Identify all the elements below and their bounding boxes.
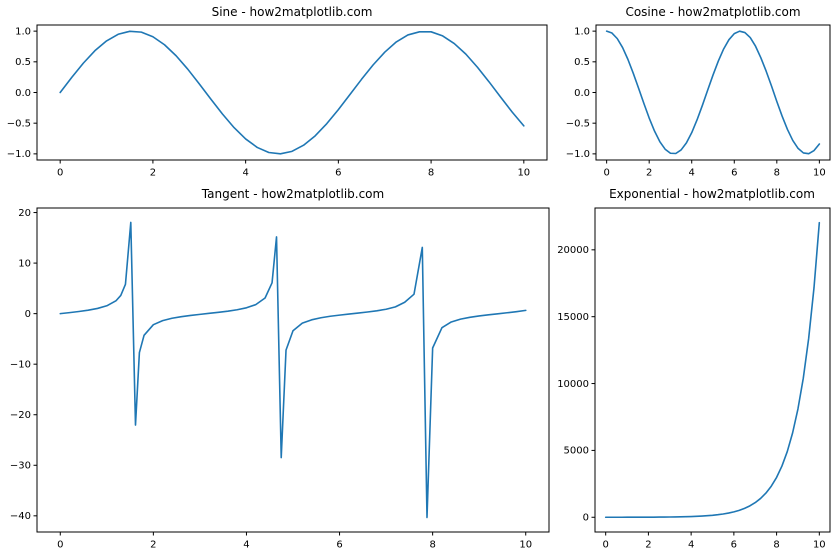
- y-tick-label: 0: [25, 309, 31, 320]
- y-tick-label: 20000: [557, 245, 589, 256]
- exponential-plot: 0 2 4 6 8 10 0 5000 10000 15000 20000: [557, 207, 831, 551]
- x-tick-label: 2: [646, 168, 652, 179]
- y-tick-label: 10: [18, 258, 31, 269]
- axes-spines: [594, 207, 831, 533]
- axes-spines: [595, 24, 831, 161]
- x-tick-label: 4: [688, 540, 694, 551]
- x-tick-label: 6: [731, 540, 737, 551]
- x-tick-label: 0: [57, 540, 63, 551]
- y-tick-label: 10000: [557, 379, 589, 390]
- tangent-plot: 0 2 4 6 8 10 −40 −30 −20 −10 0 10 20: [10, 207, 550, 551]
- x-tick-label: 10: [517, 168, 530, 179]
- axes-spines: [36, 207, 550, 533]
- y-tick-label: 0.0: [574, 88, 590, 99]
- exponential-plot-title: Exponential - how2matplotlib.com: [609, 187, 815, 201]
- x-tick-label: 2: [150, 540, 156, 551]
- x-tick-label: 8: [429, 540, 435, 551]
- x-tick-label: 4: [689, 168, 695, 179]
- series-line: [59, 30, 525, 155]
- y-tick-label: 1.0: [15, 26, 31, 37]
- y-tick-label: 5000: [564, 446, 589, 457]
- x-tick-label: 8: [773, 540, 779, 551]
- y-tick-label: 0.5: [15, 57, 31, 68]
- x-tick-label: 10: [813, 168, 826, 179]
- x-tick-label: 4: [242, 168, 248, 179]
- x-tick-label: 6: [731, 168, 737, 179]
- x-tick-label: 8: [774, 168, 780, 179]
- series-line: [605, 30, 821, 155]
- y-tick-label: 1.0: [574, 26, 590, 37]
- x-tick-label: 2: [645, 540, 651, 551]
- y-tick-label: −1.0: [7, 149, 31, 160]
- y-tick-label: 20: [18, 208, 31, 219]
- cosine-plot-title: Cosine - how2matplotlib.com: [625, 5, 801, 19]
- y-tick-label: −40: [10, 511, 31, 522]
- x-tick-label: 0: [57, 168, 63, 179]
- y-tick-label: 0.0: [15, 88, 31, 99]
- sine-plot: 0 2 4 6 8 10 −1.0 −0.5 0.0 0.5 1.0: [7, 24, 548, 179]
- x-tick-label: 0: [603, 168, 609, 179]
- series-line: [59, 221, 527, 519]
- y-tick-label: −0.5: [7, 118, 31, 129]
- x-tick-label: 4: [243, 540, 249, 551]
- x-tick-label: 10: [519, 540, 532, 551]
- sine-plot-title: Sine - how2matplotlib.com: [211, 5, 373, 19]
- y-tick-label: 15000: [557, 312, 589, 323]
- series-line: [604, 221, 821, 519]
- y-tick-label: −0.5: [566, 118, 590, 129]
- x-tick-label: 0: [602, 540, 608, 551]
- y-tick-label: 0.5: [574, 57, 590, 68]
- x-tick-label: 6: [336, 540, 342, 551]
- x-tick-label: 10: [813, 540, 826, 551]
- x-tick-label: 8: [428, 168, 434, 179]
- cosine-plot: 0 2 4 6 8 10 −1.0 −0.5 0.0 0.5 1.0: [566, 24, 831, 179]
- x-tick-label: 2: [150, 168, 156, 179]
- y-tick-label: −20: [10, 410, 31, 421]
- axes-spines: [36, 24, 548, 161]
- y-tick-label: −10: [10, 359, 31, 370]
- y-tick-label: 0: [583, 513, 589, 524]
- x-tick-label: 6: [335, 168, 341, 179]
- tangent-plot-title: Tangent - how2matplotlib.com: [201, 187, 385, 201]
- y-tick-label: −30: [10, 461, 31, 472]
- y-tick-label: −1.0: [566, 149, 590, 160]
